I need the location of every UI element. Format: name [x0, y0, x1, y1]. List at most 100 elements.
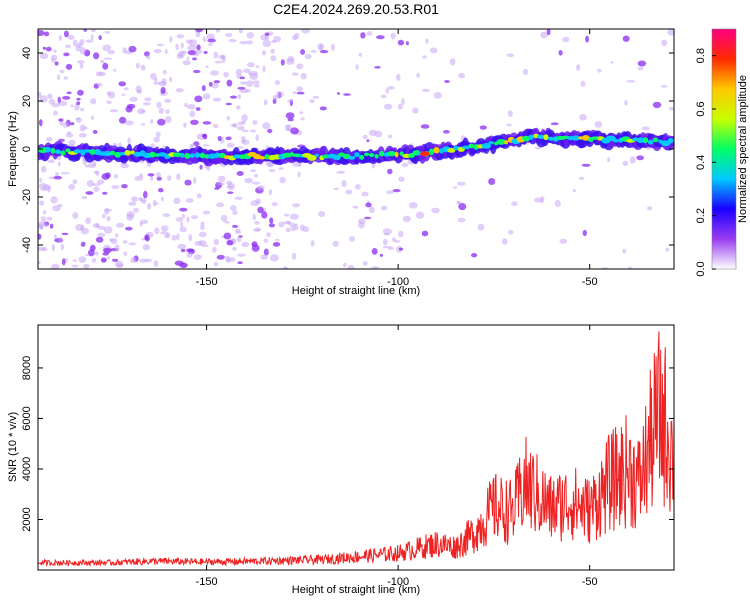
spectrogram-speckle — [123, 87, 129, 91]
spectrogram-speckle — [239, 40, 247, 45]
spectrogram-speckle — [194, 29, 204, 33]
spectrogram-speckle — [289, 222, 297, 228]
spectrogram-speckle — [193, 176, 197, 184]
spectrogram-speckle — [115, 222, 125, 228]
spectrogram-ridge-peak — [408, 153, 415, 158]
spectrogram-speckle — [118, 116, 127, 124]
spectrogram-speckle — [286, 124, 292, 131]
spectrogram-speckle — [579, 114, 587, 121]
spectrogram-speckle — [352, 205, 359, 209]
spectrogram-speckle — [471, 253, 478, 258]
spectrogram-speckle — [384, 103, 393, 110]
spectrogram-speckle — [287, 118, 294, 122]
spectrogram-speckle — [53, 234, 57, 239]
spectrogram-speckle — [79, 47, 86, 55]
spectrogram-speckle — [667, 29, 674, 36]
spectrogram-speckle — [128, 45, 137, 53]
spectrogram-speckle — [286, 58, 295, 65]
spectrogram-speckle — [453, 186, 458, 189]
spectrogram-speckle — [76, 101, 81, 105]
spectrogram-speckle — [144, 234, 149, 241]
spectrogram-speckle — [113, 68, 117, 72]
spectrogram-speckle — [397, 103, 403, 110]
spectrogram-speckle — [213, 51, 219, 59]
spectrogram-speckle — [585, 35, 589, 43]
spectrogram-speckle — [176, 34, 185, 39]
spectrogram-speckle — [50, 58, 56, 63]
spectrogram-speckle — [111, 185, 120, 190]
spectrogram-speckle — [59, 69, 65, 74]
spectrogram-speckle — [118, 81, 126, 87]
colorbar-frame — [711, 28, 737, 270]
spectrogram-speckle — [318, 211, 326, 218]
spectrogram-speckle — [217, 182, 225, 186]
spectrogram-ridge-peak — [647, 139, 654, 145]
spectrogram-speckle — [347, 264, 355, 269]
spectrogram-speckle — [85, 253, 90, 257]
spectrogram-speckle — [175, 43, 179, 51]
spectrogram-speckle — [102, 62, 109, 70]
spectrogram-speckle — [122, 240, 128, 244]
spectrogram-speckle — [449, 58, 456, 66]
spectrogram-speckle — [58, 100, 68, 107]
spectrogram-speckle — [362, 134, 368, 140]
figure-title: C2E4.2024.269.20.53.R01 — [273, 1, 439, 17]
spectrogram-speckle — [626, 80, 636, 83]
spectrogram-speckle — [628, 266, 633, 269]
spectrogram-speckle — [431, 207, 440, 214]
spectrogram-max-peak — [419, 151, 430, 157]
spectrogram-speckle — [244, 177, 253, 184]
spectrogram-speckle — [333, 187, 339, 191]
spectrogram-speckle — [58, 34, 63, 41]
spectrogram-speckle — [38, 91, 42, 98]
spectrogram-speckle — [522, 68, 529, 75]
spectrogram-speckle — [262, 39, 272, 48]
spectrogram-ridge-peak — [45, 146, 51, 153]
spectrogram-speckle — [336, 170, 346, 174]
spectrogram-speckle — [184, 179, 192, 186]
spectrogram-speckle — [220, 214, 228, 222]
spectrogram-speckle — [286, 128, 292, 132]
spectrogram-speckle — [368, 129, 378, 137]
spectrogram-speckle — [301, 29, 310, 34]
spectrogram-speckle — [392, 189, 401, 193]
spectrogram-speckle — [186, 216, 190, 223]
spectrogram-speckle — [142, 244, 150, 251]
spectrogram-speckle — [214, 60, 223, 64]
spectrogram-speckle — [150, 119, 154, 124]
spectrogram-speckle — [292, 35, 298, 41]
spectrogram-speckle — [138, 173, 144, 178]
spectrogram-speckle — [443, 130, 450, 134]
spectrogram-speckle — [175, 217, 184, 222]
spectrogram-speckle — [141, 199, 147, 204]
spectrogram-speckle — [429, 47, 438, 54]
spectrogram-speckle — [250, 129, 257, 133]
spectrogram-speckle — [287, 99, 293, 103]
spectrogram-xlabel: Height of straight line (km) — [292, 285, 420, 297]
spectrogram-speckle — [458, 203, 467, 211]
spectrogram-speckle — [63, 76, 68, 80]
spectrogram-ridge-peak — [110, 150, 116, 156]
spectrogram-speckle — [160, 196, 164, 202]
spectrogram-speckle — [124, 120, 134, 126]
spectrogram-speckle — [94, 251, 99, 256]
spectrogram-speckle — [46, 216, 53, 221]
spectrogram-speckle — [253, 83, 260, 88]
spectrogram-speckle — [227, 191, 234, 194]
spectrogram-speckle — [416, 73, 420, 78]
spectrogram-speckle — [98, 35, 102, 41]
spectrogram-speckle — [255, 65, 260, 69]
spectrogram-speckle — [580, 80, 586, 87]
spectrogram-speckle — [358, 221, 365, 229]
snr-ytick-label: 6000 — [21, 406, 33, 430]
spectrogram-speckle — [200, 224, 205, 230]
spectrogram-xtick-label: -50 — [582, 276, 598, 288]
spectrogram-speckle — [79, 62, 84, 69]
spectrogram-speckle — [629, 156, 636, 164]
spectrogram-speckle — [201, 244, 209, 247]
colorbar — [712, 29, 736, 269]
spectrogram-speckle — [178, 50, 186, 58]
spectrogram-speckle — [578, 176, 585, 180]
spectrogram-speckle — [291, 72, 299, 76]
